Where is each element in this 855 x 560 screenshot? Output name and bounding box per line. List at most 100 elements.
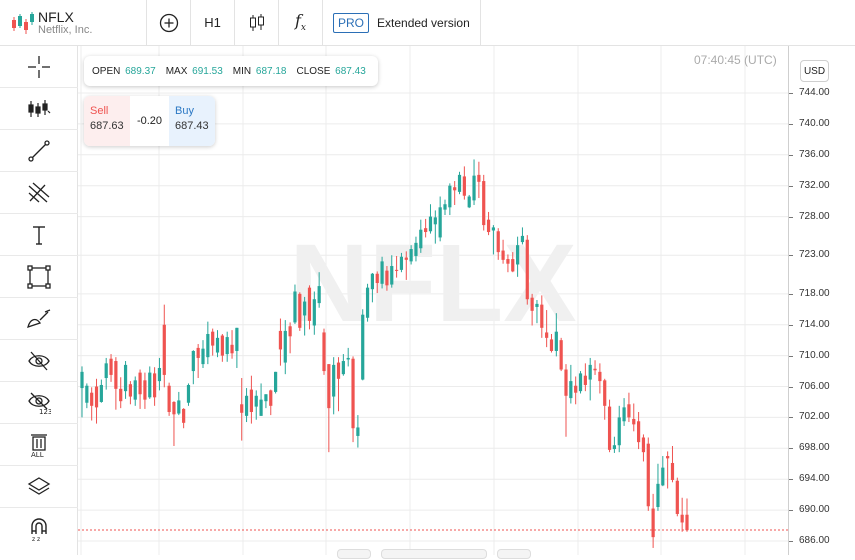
candle bbox=[341, 354, 345, 376]
price-axis[interactable]: 744.00 740.00 736.00 732.00 728.00 723.00 718.… bbox=[788, 46, 855, 555]
candle bbox=[114, 357, 118, 410]
chart-type-button[interactable] bbox=[235, 0, 279, 45]
candle-body bbox=[520, 235, 525, 243]
candle bbox=[177, 391, 181, 416]
axis-tick bbox=[789, 417, 793, 419]
bottom-tab-1[interactable] bbox=[337, 549, 371, 559]
symbol-description: Netflix, Inc. bbox=[38, 23, 93, 36]
tool-pitchfork[interactable] bbox=[0, 172, 78, 214]
candle bbox=[482, 174, 486, 231]
candle bbox=[419, 219, 423, 253]
tool-brush[interactable] bbox=[0, 298, 78, 340]
candle-body bbox=[593, 368, 597, 371]
candle-body bbox=[525, 239, 529, 300]
tool-delete-all[interactable]: ALL bbox=[0, 424, 78, 466]
candle bbox=[327, 364, 331, 453]
candle bbox=[670, 445, 675, 483]
candle-body bbox=[467, 196, 471, 208]
candle-body bbox=[346, 357, 350, 360]
candle-body bbox=[530, 297, 534, 311]
candle-body bbox=[128, 384, 132, 397]
plus-circle-icon bbox=[159, 13, 178, 32]
symbol-selector[interactable]: NFLX Netflix, Inc. bbox=[0, 0, 147, 45]
candle-body bbox=[666, 456, 670, 459]
magnet-icon: z z bbox=[31, 518, 47, 542]
candle bbox=[264, 394, 268, 409]
candle bbox=[336, 357, 341, 412]
candle-body bbox=[235, 327, 239, 351]
tool-indicators[interactable] bbox=[0, 88, 78, 130]
candlestick-chart[interactable]: NFLX bbox=[78, 46, 788, 555]
currency-button[interactable]: USD bbox=[800, 60, 829, 82]
axis-tick bbox=[789, 448, 793, 450]
candle-body bbox=[264, 394, 268, 402]
candle-body bbox=[240, 404, 244, 413]
min-label: MIN bbox=[232, 65, 252, 77]
candle-body bbox=[177, 400, 181, 414]
candle-body bbox=[365, 287, 370, 318]
tool-shapes[interactable] bbox=[0, 256, 78, 298]
extended-version-button[interactable]: PRO Extended version bbox=[323, 0, 481, 45]
candle-body bbox=[182, 408, 186, 423]
candle bbox=[307, 285, 312, 330]
candle bbox=[666, 451, 670, 489]
candle bbox=[375, 271, 379, 294]
tool-trend-line[interactable] bbox=[0, 130, 78, 172]
candle bbox=[128, 381, 132, 405]
candle-body bbox=[588, 364, 592, 380]
candle-body bbox=[148, 372, 152, 398]
candle-body bbox=[201, 348, 205, 365]
candle-body bbox=[399, 256, 404, 270]
axis-tick-label: 740.00 bbox=[799, 117, 830, 129]
spread-value: -0.20 bbox=[130, 96, 169, 146]
candle-body bbox=[564, 369, 568, 396]
candle-body bbox=[477, 174, 481, 182]
candle-body bbox=[109, 358, 113, 375]
candle bbox=[80, 366, 84, 418]
sell-button[interactable]: Sell 687.63 bbox=[84, 96, 130, 146]
candle-body bbox=[559, 340, 563, 370]
candle bbox=[206, 321, 210, 365]
candle bbox=[438, 196, 442, 242]
indicators-button[interactable]: fx bbox=[279, 0, 323, 45]
candle-body bbox=[612, 445, 616, 450]
candle-body bbox=[225, 337, 229, 355]
tool-magnet[interactable]: z z bbox=[0, 508, 78, 550]
tool-layers[interactable] bbox=[0, 466, 78, 508]
candle bbox=[685, 498, 689, 532]
candle-body bbox=[211, 331, 215, 346]
svg-text:z z: z z bbox=[32, 536, 40, 542]
buy-button[interactable]: Buy 687.43 bbox=[169, 96, 215, 146]
add-symbol-button[interactable] bbox=[147, 0, 191, 45]
candle bbox=[283, 320, 287, 375]
axis-tick-label: 732.00 bbox=[799, 179, 830, 191]
candle bbox=[351, 356, 355, 443]
candle bbox=[119, 377, 123, 409]
candle bbox=[549, 333, 554, 353]
candle-body bbox=[438, 207, 442, 238]
bottom-tab-2[interactable] bbox=[381, 549, 487, 559]
bottom-tab-3[interactable] bbox=[497, 549, 531, 559]
candle bbox=[578, 371, 583, 394]
interval-button[interactable]: H1 bbox=[191, 0, 235, 45]
candle bbox=[545, 310, 549, 348]
chart-plot-area[interactable]: NFLX bbox=[78, 46, 788, 555]
axis-tick-label: 694.00 bbox=[799, 473, 830, 485]
candle bbox=[491, 225, 495, 255]
tool-crosshair[interactable] bbox=[0, 46, 78, 88]
max-label: MAX bbox=[165, 65, 188, 77]
candle-body bbox=[661, 467, 665, 486]
tool-hide-drawings[interactable] bbox=[0, 340, 78, 382]
tool-hide-indicators[interactable]: 123 bbox=[0, 382, 78, 424]
tool-text[interactable] bbox=[0, 214, 78, 256]
axis-tick bbox=[789, 154, 793, 156]
text-tool-icon bbox=[33, 225, 45, 245]
candle bbox=[312, 291, 316, 335]
candle-body bbox=[375, 273, 379, 284]
candle bbox=[583, 363, 587, 392]
candle bbox=[322, 328, 326, 375]
candle bbox=[511, 252, 515, 273]
candle bbox=[85, 383, 89, 409]
candle bbox=[424, 218, 428, 238]
candle bbox=[622, 398, 626, 426]
